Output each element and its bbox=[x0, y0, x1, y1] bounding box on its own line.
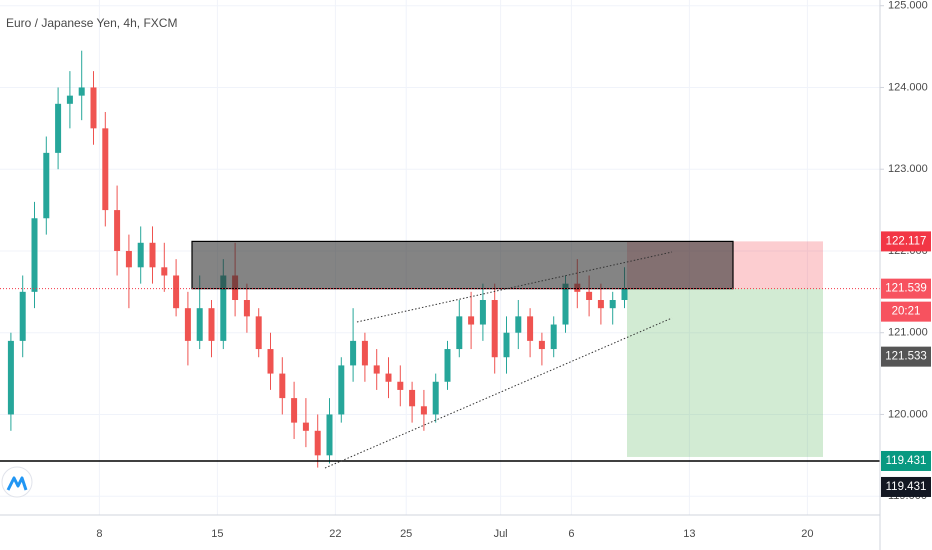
candle-body bbox=[527, 316, 534, 341]
axes: 119.000120.000121.000122.000123.000124.0… bbox=[96, 0, 931, 540]
candle-body bbox=[338, 365, 345, 415]
x-tick-label: 25 bbox=[400, 528, 412, 540]
y-tick-label: 125.000 bbox=[888, 0, 928, 12]
candle-body bbox=[31, 218, 38, 292]
x-tick-label: 8 bbox=[96, 528, 102, 540]
candle-body bbox=[350, 340, 357, 366]
candle-body bbox=[432, 381, 439, 415]
drawings bbox=[0, 240, 880, 469]
candle-body bbox=[90, 87, 97, 129]
candle-body bbox=[196, 308, 203, 341]
price-tag bbox=[881, 476, 931, 497]
candle-body bbox=[326, 414, 333, 456]
candle-body bbox=[114, 210, 121, 251]
chart-title: Euro / Japanese Yen, 4h, FXCM bbox=[6, 16, 177, 30]
logo bbox=[1, 466, 33, 498]
candles bbox=[7, 50, 628, 468]
candle-body bbox=[291, 398, 298, 423]
candle-body bbox=[397, 381, 404, 390]
wedge-upper bbox=[356, 251, 673, 323]
candle-body bbox=[184, 308, 191, 341]
candle-body bbox=[468, 316, 475, 325]
y-tick-label: 123.000 bbox=[888, 163, 928, 175]
wedge-lower bbox=[324, 317, 673, 469]
candle-body bbox=[361, 340, 368, 366]
price-tag bbox=[881, 301, 931, 322]
y-tick-label: 124.000 bbox=[888, 81, 928, 93]
candle-body bbox=[373, 365, 380, 374]
price-tag bbox=[881, 231, 931, 252]
candle-body bbox=[161, 267, 168, 276]
candle-body bbox=[125, 250, 132, 268]
candle-body bbox=[7, 340, 14, 415]
candle-body bbox=[515, 316, 522, 333]
candle-body bbox=[550, 324, 557, 350]
price-tag bbox=[881, 346, 931, 367]
price-tag bbox=[881, 278, 931, 299]
candle-body bbox=[444, 349, 451, 382]
x-tick-label: 22 bbox=[329, 528, 341, 540]
candle-body bbox=[66, 95, 73, 104]
x-tick-label: 13 bbox=[683, 528, 695, 540]
x-tick-label: Jul bbox=[494, 528, 508, 540]
x-tick-label: 15 bbox=[211, 528, 223, 540]
y-tick-label: 120.000 bbox=[888, 408, 928, 420]
price-tag-label: 119.431 bbox=[886, 481, 927, 493]
candle-body bbox=[267, 349, 274, 374]
price-tag-label: 119.431 bbox=[886, 455, 927, 467]
price-tag-label: 20:21 bbox=[892, 306, 921, 318]
candle-body bbox=[78, 87, 85, 96]
candle-body bbox=[149, 242, 156, 268]
candle-body bbox=[55, 103, 62, 153]
candle-body bbox=[208, 308, 215, 341]
candle-body bbox=[220, 275, 227, 341]
candle-body bbox=[538, 340, 545, 350]
candle-body bbox=[503, 332, 510, 358]
candle-body bbox=[609, 300, 616, 309]
candle-body bbox=[19, 291, 26, 341]
candle-body bbox=[385, 373, 392, 382]
price-tag-label: 121.533 bbox=[885, 351, 927, 363]
candle-body bbox=[491, 300, 498, 358]
candle-body bbox=[562, 283, 569, 325]
candle-body bbox=[479, 300, 486, 325]
candle-body bbox=[137, 242, 144, 268]
profit-zone bbox=[627, 288, 823, 457]
candle-body bbox=[279, 373, 286, 399]
candle-body bbox=[597, 300, 604, 309]
candle-body bbox=[43, 152, 50, 219]
x-tick-label: 20 bbox=[801, 528, 813, 540]
candle-body bbox=[173, 275, 180, 309]
candle-body bbox=[102, 128, 109, 211]
price-tag bbox=[881, 450, 931, 471]
candle-body bbox=[314, 430, 321, 456]
candle-body bbox=[255, 316, 262, 350]
price-tag-label: 121.539 bbox=[885, 283, 927, 295]
candle-body bbox=[243, 300, 250, 317]
candle-body bbox=[302, 422, 309, 431]
candle-body bbox=[420, 406, 427, 415]
candle-body bbox=[621, 288, 628, 301]
supply-box bbox=[191, 240, 734, 290]
price-tag-label: 122.117 bbox=[886, 235, 927, 247]
candle-body bbox=[409, 389, 416, 407]
x-tick-label: 6 bbox=[568, 528, 574, 540]
candle-body bbox=[456, 316, 463, 350]
candle-body bbox=[586, 291, 593, 301]
y-tick-label: 121.000 bbox=[888, 327, 928, 339]
